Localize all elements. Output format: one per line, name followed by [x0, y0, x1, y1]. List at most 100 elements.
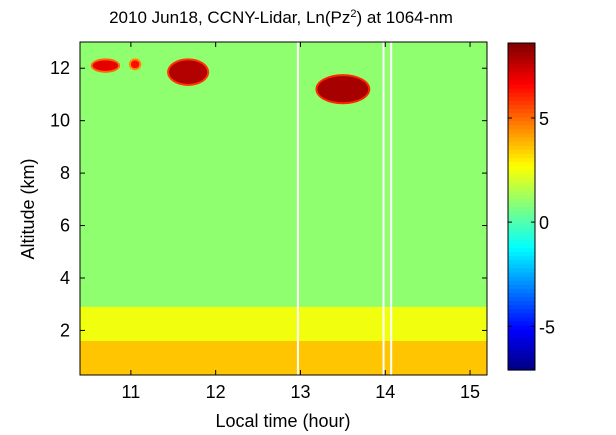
colorbar-swatch — [508, 206, 535, 212]
colorbar-swatch — [508, 288, 535, 293]
colorbar-swatch — [508, 320, 535, 326]
x-tick-label: 13 — [290, 382, 310, 402]
colorbar-swatch — [508, 271, 535, 277]
colorbar-swatch — [508, 333, 535, 338]
colorbar-swatch — [508, 108, 535, 114]
colorbar-swatch — [508, 83, 535, 89]
colorbar-swatch — [508, 43, 535, 48]
colorbar-swatch — [508, 124, 535, 130]
colorbar-swatch — [508, 173, 535, 179]
colorbar-swatch — [508, 210, 535, 216]
colorbar-swatch — [508, 231, 535, 236]
colorbar-swatch — [508, 349, 535, 355]
colorbar-swatch — [508, 292, 535, 298]
y-tick-label: 2 — [60, 320, 70, 340]
colorbar-swatch — [508, 112, 535, 118]
plot-frame — [79, 41, 488, 376]
colorbar-swatch — [508, 312, 535, 318]
colorbar-swatch — [508, 308, 535, 314]
x-axis-ticks: 11 12 13 14 15 — [122, 42, 480, 402]
cloud — [92, 60, 119, 71]
y-axis-label: Altitude (km) — [18, 158, 38, 259]
colorbar-swatch — [508, 63, 535, 69]
colorbar-swatch — [508, 87, 535, 93]
colorbar-swatch — [508, 259, 535, 265]
colorbar-swatch — [508, 214, 535, 220]
x-tick-label: 15 — [460, 382, 480, 402]
colorbar-swatch — [508, 304, 535, 310]
colorbar-swatch — [508, 59, 535, 65]
colorbar-swatch — [508, 345, 535, 351]
colorbar-swatch — [508, 275, 535, 281]
colorbar-swatch — [508, 247, 535, 253]
colorbar-swatch — [508, 263, 535, 269]
x-tick-label: 11 — [122, 382, 141, 402]
colorbar-swatch — [508, 280, 535, 285]
y-tick-label: 4 — [60, 268, 70, 288]
colorbar-swatch — [508, 353, 535, 359]
colorbar-swatch — [508, 243, 535, 248]
colorbar-tick-label: 0 — [539, 213, 549, 233]
colorbar-swatch — [508, 137, 535, 142]
colorbar-swatch — [508, 128, 535, 134]
colorbar-swatch — [508, 153, 535, 159]
colorbar-swatch — [508, 96, 535, 101]
colorbar-swatch — [508, 284, 535, 289]
chart-title-superscript: 2 — [350, 8, 356, 20]
colorbar-swatch — [508, 51, 535, 56]
colorbar-swatch — [508, 71, 535, 77]
colorbar-swatch — [508, 202, 535, 208]
colorbar-swatch — [508, 361, 535, 367]
cloud — [130, 60, 140, 69]
colorbar-swatch — [508, 79, 535, 85]
y-tick-label: 6 — [60, 216, 70, 236]
cloud — [317, 76, 369, 103]
colorbar-swatch — [508, 329, 535, 334]
colorbar-swatch — [508, 341, 535, 347]
colorbar-ticks: -5 0 5 — [508, 109, 555, 337]
colorbar-swatch — [508, 181, 535, 187]
colorbar-swatch — [508, 267, 535, 273]
colorbar-tick-label: -5 — [539, 317, 555, 337]
colorbar-swatch — [508, 198, 535, 204]
y-tick-label: 12 — [50, 58, 70, 78]
colorbar-swatch — [508, 67, 535, 73]
colorbar-swatch — [508, 116, 535, 122]
colorbar-swatch — [508, 145, 535, 150]
y-tick-label: 8 — [60, 163, 70, 183]
colorbar-swatch — [508, 149, 535, 154]
colorbar-swatch — [508, 169, 535, 175]
colorbar-swatch — [508, 132, 535, 138]
colorbar-swatch — [508, 161, 535, 167]
colorbar-swatch — [508, 365, 535, 371]
x-tick-label: 12 — [206, 382, 226, 402]
colorbar-swatch — [508, 190, 535, 195]
colorbar-frame — [507, 42, 536, 371]
colorbar-swatch — [508, 104, 535, 109]
colorbar-swatch — [508, 120, 535, 126]
colorbar-swatch — [508, 100, 535, 105]
colorbar-swatch — [508, 255, 535, 261]
colorbar-swatch — [508, 235, 535, 240]
colorbar-swatch — [508, 55, 535, 60]
y-tick-label: 10 — [50, 111, 70, 131]
colorbar-swatch — [508, 357, 535, 363]
colorbar-swatch — [508, 296, 535, 302]
chart-title-prefix: 2010 Jun18, CCNY-Lidar, Ln(Pz — [109, 8, 350, 27]
colorbar — [507, 42, 536, 371]
plot-area — [80, 42, 487, 375]
colorbar-swatch — [508, 337, 535, 342]
cloud — [169, 60, 208, 84]
x-axis-label: Local time (hour) — [215, 411, 350, 431]
y-axis-ticks: 2 4 6 8 10 12 — [50, 58, 487, 340]
colorbar-tick-label: 5 — [539, 109, 549, 129]
chart-title: 2010 Jun18, CCNY-Lidar, Ln(Pz2) at 1064-… — [109, 8, 453, 27]
colorbar-swatch — [508, 47, 535, 52]
colorbar-swatch — [508, 75, 535, 81]
colorbar-swatch — [508, 165, 535, 171]
colorbar-swatch — [508, 194, 535, 199]
x-tick-label: 14 — [375, 382, 395, 402]
colorbar-swatch — [508, 251, 535, 257]
chart-title-suffix: ) at 1064-nm — [357, 8, 453, 27]
